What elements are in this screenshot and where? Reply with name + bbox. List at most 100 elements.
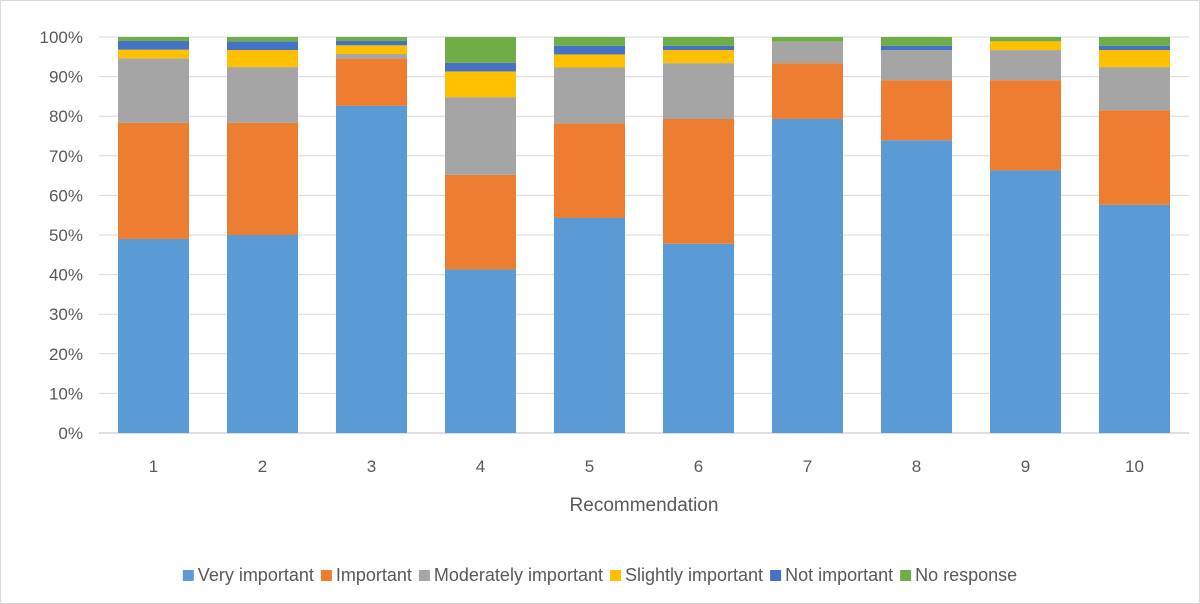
x-tick-label: 8: [912, 457, 921, 476]
legend-label: Moderately important: [434, 565, 603, 585]
bar-segment: [227, 235, 298, 433]
y-tick-label: 20%: [49, 345, 83, 364]
bar-segment: [227, 50, 298, 68]
bar-segment: [663, 50, 734, 64]
bar-segment: [881, 50, 952, 81]
y-tick-label: 100%: [40, 28, 83, 47]
bar-segment: [663, 45, 734, 51]
x-tick-label: 2: [258, 457, 267, 476]
bar-segment: [336, 58, 407, 106]
bar-segment: [118, 49, 189, 59]
bar-segment: [1099, 50, 1170, 68]
legend-swatch: [182, 570, 194, 581]
bar-segment: [336, 105, 407, 434]
bar-segment: [227, 41, 298, 51]
bar-segment: [227, 37, 298, 42]
legend-swatch: [610, 570, 621, 581]
legend-swatch: [320, 570, 332, 581]
bar-segment: [118, 58, 189, 123]
bar-segment: [772, 41, 843, 64]
x-tick-labels: 1 2 3 4 5 6 7 8 9 10: [149, 457, 1144, 476]
y-tick-label: 50%: [49, 226, 83, 245]
bar-segment: [336, 37, 407, 41]
y-tick-label: 90%: [49, 68, 83, 87]
legend-item: Important: [320, 565, 412, 585]
bar-segment: [990, 37, 1061, 42]
bar-segment: [554, 123, 625, 218]
bar-segment: [990, 41, 1061, 51]
bar-segment: [336, 54, 407, 59]
bar-segment: [445, 62, 516, 72]
legend-item: No response: [900, 565, 1017, 585]
bar-segment: [1099, 45, 1170, 51]
legend: Very important Important Moderately import…: [182, 565, 1017, 585]
bar-segment: [990, 80, 1061, 171]
bar-segment: [118, 238, 189, 433]
y-tick-label: 80%: [49, 107, 83, 126]
legend-label: Important: [336, 565, 412, 585]
bars: [118, 37, 1170, 434]
bar-segment: [1099, 37, 1170, 46]
y-tick-label: 40%: [49, 266, 83, 285]
bar-segment: [554, 45, 625, 55]
bar-segment: [554, 54, 625, 68]
bar-segment: [663, 63, 734, 119]
bar-segment: [227, 122, 298, 235]
legend-label: Very important: [198, 565, 314, 585]
bar-segment: [554, 67, 625, 124]
bar-segment: [772, 63, 843, 119]
bar-segment: [1099, 204, 1170, 433]
x-tick-label: 6: [694, 457, 703, 476]
bar-segment: [772, 37, 843, 42]
legend-label: Slightly important: [625, 565, 763, 585]
bar-segment: [990, 50, 1061, 81]
bar-segment: [881, 80, 952, 141]
bar-segment: [445, 269, 516, 433]
y-tick-label: 70%: [49, 147, 83, 166]
bar-segment: [881, 37, 952, 46]
legend-swatch: [418, 570, 430, 581]
legend-swatch: [900, 570, 912, 581]
x-tick-label: 10: [1125, 457, 1144, 476]
bar-segment: [445, 174, 516, 270]
x-tick-label: 1: [149, 457, 158, 476]
bar-segment: [118, 37, 189, 41]
bar-segment: [881, 45, 952, 51]
x-tick-label: 3: [367, 457, 376, 476]
x-tick-label: 7: [803, 457, 812, 476]
bar-segment: [336, 40, 407, 46]
y-tick-label: 0%: [58, 424, 83, 443]
y-tick-label: 30%: [49, 305, 83, 324]
y-tick-label: 10%: [49, 384, 83, 403]
legend-label: No response: [915, 565, 1017, 585]
y-tick-labels: 0% 10% 20% 30% 40% 50% 60% 70% 80% 90% 100%: [40, 28, 83, 443]
bar-segment: [663, 37, 734, 46]
bar-segment: [663, 118, 734, 244]
x-tick-label: 9: [1021, 457, 1030, 476]
legend-item: Moderately important: [418, 565, 603, 585]
bar-segment: [336, 45, 407, 55]
legend-swatch: [770, 570, 782, 581]
bar-segment: [1099, 67, 1170, 111]
x-tick-label: 4: [476, 457, 485, 476]
y-tick-label: 60%: [49, 186, 83, 205]
bar-segment: [881, 140, 952, 433]
legend-item: Slightly important: [610, 565, 763, 585]
x-axis-title: Recommendation: [570, 495, 719, 516]
bar-segment: [118, 40, 189, 50]
bar-segment: [554, 37, 625, 46]
bar-segment: [554, 217, 625, 433]
legend-label: Not important: [785, 565, 893, 585]
bar-segment: [445, 97, 516, 175]
x-tick-label: 5: [585, 457, 594, 476]
legend-item: Very important: [182, 565, 314, 585]
legend-item: Not important: [770, 565, 893, 585]
bar-segment: [772, 118, 843, 434]
bar-segment: [1099, 110, 1170, 205]
bar-segment: [663, 243, 734, 433]
bar-segment: [990, 170, 1061, 433]
bar-segment: [227, 67, 298, 123]
bar-segment: [445, 71, 516, 98]
